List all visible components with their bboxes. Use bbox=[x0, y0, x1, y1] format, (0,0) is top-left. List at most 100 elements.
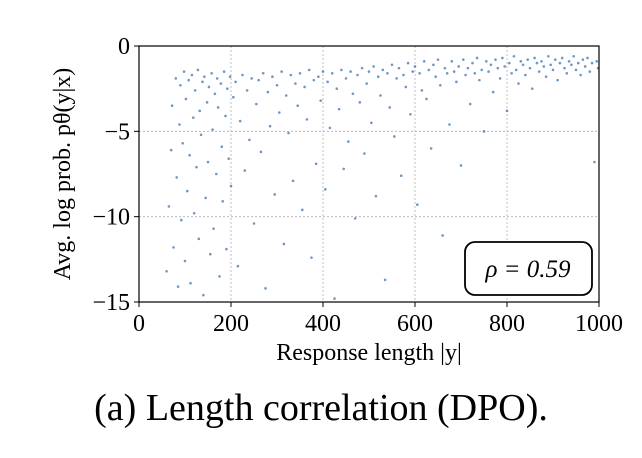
scatter-point bbox=[252, 222, 256, 225]
scatter-point bbox=[427, 68, 431, 72]
scatter-point bbox=[429, 147, 433, 150]
scatter-point bbox=[455, 80, 458, 84]
scatter-point bbox=[278, 111, 281, 114]
x-tick-label: 400 bbox=[305, 311, 341, 337]
scatter-point bbox=[176, 285, 180, 288]
scatter-point bbox=[264, 287, 267, 290]
scatter-point bbox=[349, 70, 352, 73]
scatter-point bbox=[425, 97, 428, 101]
scatter-point bbox=[188, 153, 191, 157]
scatter-point bbox=[551, 68, 555, 72]
scatter-point bbox=[307, 68, 311, 72]
scatter-point bbox=[335, 87, 339, 90]
scatter-point bbox=[450, 60, 454, 63]
scatter-point bbox=[383, 278, 387, 282]
scatter-point bbox=[271, 75, 274, 79]
scatter-point bbox=[180, 218, 183, 222]
scatter-point bbox=[291, 179, 295, 183]
scatter-point bbox=[498, 77, 502, 80]
scatter-point bbox=[238, 119, 242, 123]
x-axis-label: Response length |y| bbox=[276, 340, 462, 366]
scatter-point bbox=[351, 92, 355, 96]
scatter-point bbox=[448, 123, 451, 126]
scatter-point bbox=[535, 61, 539, 65]
scatter-point bbox=[301, 208, 304, 212]
scatter-point bbox=[328, 126, 332, 130]
scatter-point bbox=[232, 95, 235, 99]
scatter-point bbox=[333, 297, 336, 300]
scatter-point bbox=[314, 162, 318, 166]
scatter-point bbox=[531, 87, 534, 90]
scatter-point bbox=[574, 68, 578, 72]
scatter-point bbox=[221, 200, 225, 203]
scatter-point bbox=[544, 75, 548, 79]
scatter-point bbox=[590, 61, 594, 65]
scatter-point bbox=[436, 58, 440, 61]
scatter-point bbox=[583, 65, 587, 68]
scatter-point bbox=[282, 242, 286, 246]
x-tick-label: 200 bbox=[213, 311, 249, 337]
scatter-point bbox=[287, 131, 290, 135]
scatter-point bbox=[537, 70, 541, 73]
scatter-point bbox=[228, 75, 232, 79]
scatter-point bbox=[416, 203, 419, 207]
scatter-point bbox=[174, 77, 178, 80]
scatter-point bbox=[439, 83, 442, 87]
y-tick-label: −15 bbox=[92, 290, 130, 316]
scatter-point bbox=[215, 77, 219, 80]
y-tick-label: 0 bbox=[118, 34, 130, 60]
scatter-point bbox=[399, 174, 403, 178]
scatter-point bbox=[358, 101, 362, 104]
scatter-point bbox=[236, 264, 240, 268]
scatter-point bbox=[213, 92, 217, 96]
scatter-point bbox=[496, 66, 500, 70]
scatter-point bbox=[413, 65, 417, 68]
scatter-point bbox=[280, 70, 283, 73]
scatter-point bbox=[379, 94, 382, 97]
scatter-point bbox=[353, 217, 357, 220]
scatter-point bbox=[376, 75, 380, 79]
scatter-point bbox=[167, 205, 171, 208]
scatter-point bbox=[370, 121, 373, 125]
scatter-point bbox=[381, 68, 385, 72]
scatter-point bbox=[404, 85, 408, 89]
scatter-point bbox=[250, 77, 253, 80]
scatter-point bbox=[243, 169, 247, 172]
scatter-point bbox=[434, 75, 438, 79]
scatter-point bbox=[491, 90, 495, 94]
scatter-point bbox=[259, 150, 263, 154]
scatter-point bbox=[420, 89, 424, 92]
scatter-point bbox=[342, 167, 346, 171]
scatter-point bbox=[494, 58, 497, 61]
scatter-point bbox=[501, 56, 504, 60]
scatter-point bbox=[234, 80, 237, 84]
y-tick-label: −5 bbox=[104, 119, 130, 145]
scatter-point bbox=[220, 145, 224, 148]
scatter-point bbox=[547, 54, 550, 58]
scatter-point bbox=[554, 58, 557, 61]
correlation-annotation: ρ = 0.59 bbox=[464, 241, 593, 296]
annotation-box bbox=[464, 241, 593, 296]
scatter-point bbox=[241, 73, 244, 77]
scatter-point bbox=[360, 66, 364, 70]
scatter-point bbox=[512, 54, 516, 58]
scatter-point bbox=[363, 152, 366, 155]
scatter-point bbox=[565, 72, 569, 75]
scatter-point bbox=[193, 89, 197, 92]
scatter-point bbox=[319, 99, 323, 102]
x-tick-label: 600 bbox=[397, 311, 433, 337]
scatter-point bbox=[305, 118, 309, 121]
scatter-point bbox=[266, 90, 270, 94]
scatter-point bbox=[172, 246, 175, 249]
scatter-point bbox=[386, 72, 389, 75]
scatter-point bbox=[540, 60, 543, 63]
scatter-point bbox=[397, 66, 401, 70]
scatter-point bbox=[181, 141, 184, 145]
scatter-point bbox=[254, 102, 258, 106]
scatter-point bbox=[528, 66, 532, 70]
scatter-point bbox=[330, 72, 334, 75]
scatter-points bbox=[165, 54, 600, 300]
scatter-point bbox=[275, 83, 279, 87]
x-tick-label: 1000 bbox=[575, 311, 623, 337]
scatter-point bbox=[337, 107, 341, 111]
